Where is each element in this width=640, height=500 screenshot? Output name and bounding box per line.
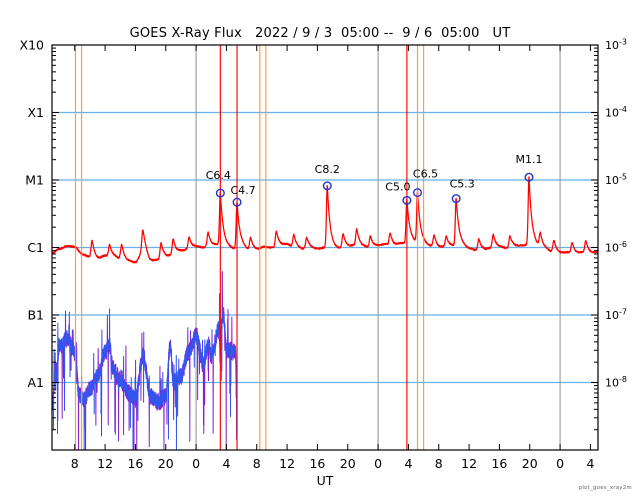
flare-marker-C4.7: [232, 197, 242, 207]
x-axis-ticks: [74, 45, 591, 450]
y-axis-right-labels: 10-3 10-4 10-5 10-6 10-7 10-8: [605, 38, 627, 390]
x-tick-label: 20: [158, 456, 174, 471]
flare-label-C5.3: C5.3: [450, 178, 475, 191]
flare-label-C5.0: C5.0: [385, 180, 410, 193]
flare-label-M1.1: M1.1: [515, 153, 542, 166]
series-short-channel-alt: [52, 271, 238, 450]
y-left-label-A1: A1: [27, 375, 44, 390]
x-tick-label: 0: [192, 456, 200, 471]
day-dividers: [195, 45, 561, 450]
flare-marker-C8.2: [322, 181, 332, 191]
x-tick-label: 8: [253, 456, 261, 471]
flare-marker-C6.5: [413, 188, 423, 198]
x-tick-label: 12: [461, 456, 477, 471]
flare-marker-C5.3: [451, 194, 461, 204]
y-axis-left-labels: X10 X1 M1 C1 B1 A1: [20, 38, 45, 391]
flare-label-C8.2: C8.2: [315, 163, 340, 176]
x-axis-tick-labels: 8 12 16 20 0 4 8 12 16 20 0 4 8 12 16 20 0 4 UT: [71, 456, 595, 488]
y-left-label-X10: X10: [20, 38, 45, 53]
y-right-label: 10-7: [605, 308, 627, 323]
y-left-label-X1: X1: [27, 105, 44, 120]
watermark-label: plot_goes_xray2m: [578, 485, 632, 491]
x-tick-label: 20: [340, 456, 356, 471]
x-tick-label: 16: [127, 456, 143, 471]
flare-marker-C5.0: [402, 195, 412, 205]
x-tick-label: 4: [222, 456, 230, 471]
x-tick-label: 12: [279, 456, 295, 471]
flare-annotations: C6.4 C4.7 C8.2 C5.0C6.5 C5.3 M1.1: [206, 153, 542, 207]
x-tick-label: 8: [435, 456, 443, 471]
series-long-channel: [52, 176, 598, 264]
y-right-label: 10-6: [605, 240, 627, 255]
flare-marker-M1.1: [524, 172, 534, 182]
y-right-label: 10-4: [605, 105, 627, 120]
x-tick-label: 8: [71, 456, 79, 471]
y-left-label-B1: B1: [27, 308, 44, 323]
y-right-label: 10-5: [605, 173, 627, 188]
x-tick-label: 16: [309, 456, 325, 471]
x-axis-label: UT: [317, 473, 334, 488]
page-title: GOES X-Ray Flux 2022 / 9 / 3 05:00 -- 9 …: [129, 26, 511, 41]
event-vlines: [74, 45, 425, 450]
x-tick-label: 4: [404, 456, 412, 471]
y-right-label: 10-8: [605, 375, 627, 390]
x-tick-label: 12: [97, 456, 113, 471]
y-axis-ticks: [52, 44, 598, 451]
y-right-label: 10-3: [605, 38, 627, 53]
flare-label-C4.7: C4.7: [230, 184, 255, 197]
x-tick-label: 4: [586, 456, 594, 471]
x-tick-label: 16: [491, 456, 507, 471]
flare-label-C6.4: C6.4: [206, 169, 231, 182]
x-tick-label: 20: [522, 456, 538, 471]
y-left-label-C1: C1: [27, 240, 44, 255]
x-tick-label: 0: [556, 456, 564, 471]
data-series: [52, 176, 598, 450]
flare-label-C6.5: C6.5: [413, 168, 438, 181]
flare-marker-C6.4: [215, 188, 225, 198]
y-left-label-M1: M1: [25, 173, 44, 188]
series-short-channel: [52, 293, 238, 450]
x-tick-label: 0: [374, 456, 382, 471]
